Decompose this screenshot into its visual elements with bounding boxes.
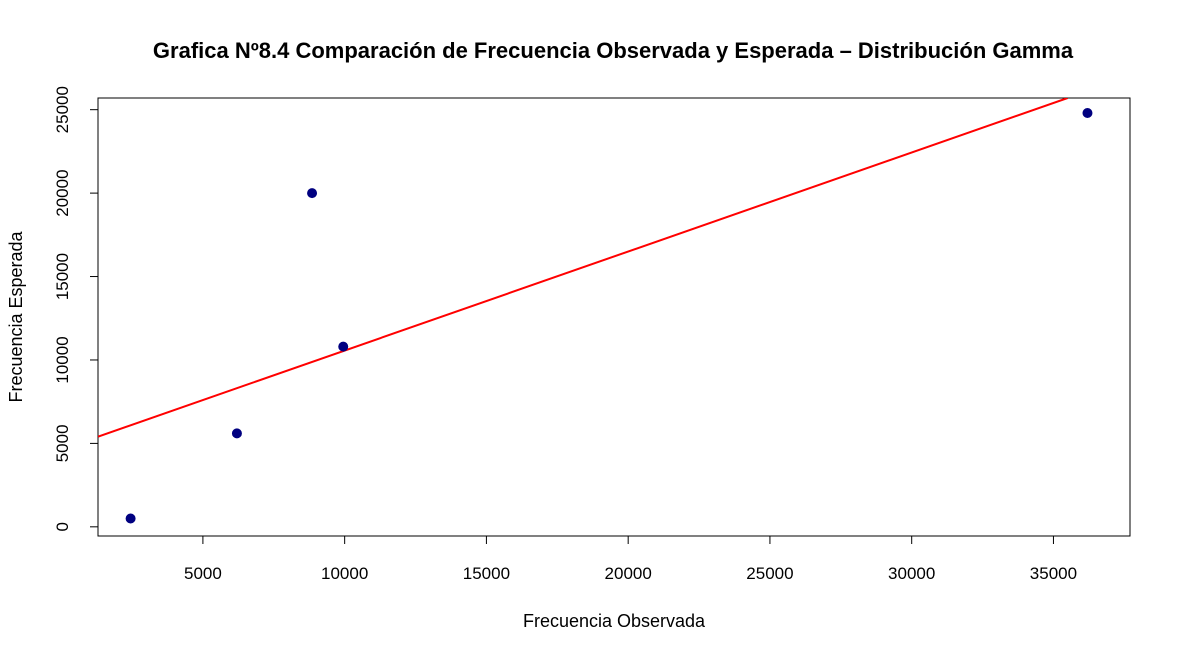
y-tick-label: 25000 xyxy=(53,86,72,133)
x-axis-label: Frecuencia Observada xyxy=(523,611,706,631)
chart-title: Grafica Nº8.4 Comparación de Frecuencia … xyxy=(153,38,1074,63)
y-axis: 0 5000 10000 15000 20000 25000 xyxy=(53,86,99,532)
y-axis-label: Frecuencia Esperada xyxy=(6,230,26,402)
x-tick-label: 10000 xyxy=(321,564,368,583)
x-tick-label: 15000 xyxy=(463,564,510,583)
fit-lines xyxy=(98,98,1068,438)
data-point xyxy=(125,513,136,524)
data-points xyxy=(125,108,1093,524)
data-point xyxy=(1082,108,1093,119)
x-tick-label: 35000 xyxy=(1030,564,1077,583)
plot-frame xyxy=(97,97,1131,537)
x-axis: 5000 10000 15000 20000 25000 30000 35000 xyxy=(184,535,1077,583)
x-tick-label: 30000 xyxy=(888,564,935,583)
x-tick-label: 25000 xyxy=(746,564,793,583)
y-tick-label: 5000 xyxy=(53,424,72,462)
data-point xyxy=(231,428,242,439)
x-tick-label: 5000 xyxy=(184,564,222,583)
y-tick-label: 0 xyxy=(53,522,72,531)
x-tick-label: 20000 xyxy=(605,564,652,583)
y-tick-label: 10000 xyxy=(53,336,72,383)
y-tick-label: 15000 xyxy=(53,253,72,300)
y-tick-label: 20000 xyxy=(53,169,72,216)
data-point xyxy=(307,188,318,199)
fit-line xyxy=(98,98,1068,438)
data-point xyxy=(338,341,349,352)
